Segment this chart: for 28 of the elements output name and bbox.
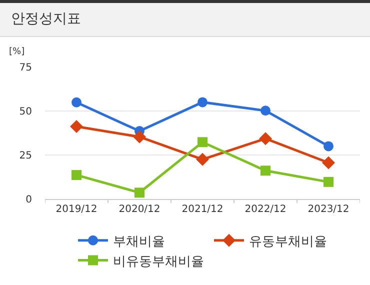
x-tick-label: 2023/12 [308,204,350,215]
legend-label: 부채비율 [113,234,165,250]
x-tick-label: 2021/12 [182,204,224,215]
point [196,152,209,166]
y-tick-label: 25 [19,150,32,162]
point [133,130,146,144]
point [322,156,335,170]
point [259,132,272,146]
point [72,97,82,108]
point [324,141,334,152]
legend-label: 비유동부채비율 [113,254,204,270]
point [198,137,208,148]
y-axis-title: [%] [9,47,25,57]
point [260,166,270,176]
y-tick-label: 75 [19,62,32,74]
point [198,97,208,108]
point [70,120,83,133]
x-tick-label: 2022/12 [244,204,286,215]
y-tick-label: 50 [19,106,32,118]
point [134,188,144,198]
y-tick-label: 0 [26,194,32,206]
x-tick-label: 2019/12 [56,204,98,215]
point [260,106,270,116]
point [72,170,82,180]
chart-title: 안정성지표 [0,0,370,37]
legend-label: 유동부채비율 [249,234,327,250]
point [324,176,334,187]
x-tick-label: 2020/12 [118,204,160,215]
